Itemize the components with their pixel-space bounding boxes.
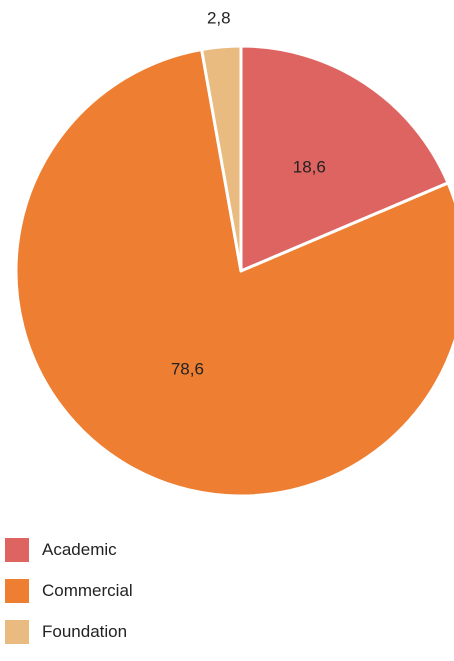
legend-item-foundation[interactable]: Foundation [5,620,305,644]
legend-item-academic[interactable]: Academic [5,538,305,562]
legend-label-academic: Academic [42,540,117,559]
data-label-commercial: 78,6 [171,359,204,378]
pie-slice-commercial[interactable] [14,47,454,498]
pie-slice-academic[interactable] [239,44,450,273]
legend-label-commercial: Commercial [42,581,133,600]
pie-slice-foundation[interactable] [200,44,243,273]
pie-data-labels: 18,6 78,6 2,8 [171,8,326,378]
legend-swatch-commercial [5,579,29,603]
legend-swatch-foundation [5,620,29,644]
data-label-foundation: 2,8 [207,8,231,27]
pie-chart: 18,6 78,6 2,8 [14,8,454,498]
data-label-academic: 18,6 [293,157,326,176]
legend: Academic Commercial Foundation [5,538,305,661]
pie-slices [14,44,454,498]
legend-item-commercial[interactable]: Commercial [5,579,305,603]
legend-swatch-academic [5,538,29,562]
legend-label-foundation: Foundation [42,622,128,641]
